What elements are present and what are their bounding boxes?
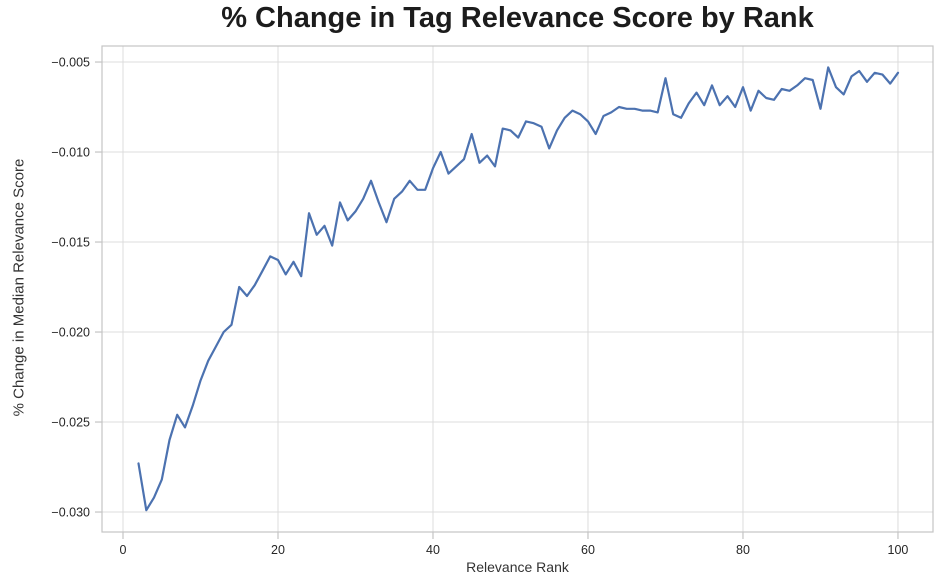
x-tick-label: 20 (271, 543, 285, 557)
relevance-line (137, 66, 900, 512)
y-tick-label: −0.020 (51, 326, 90, 340)
x-tick-label: 0 (120, 543, 127, 557)
axes-frame (101, 45, 934, 533)
x-tick-label: 80 (736, 543, 750, 557)
chart-title: % Change in Tag Relevance Score by Rank (221, 2, 814, 34)
x-tick-label: 100 (888, 543, 909, 557)
x-tick-label: 60 (581, 543, 595, 557)
y-tick-label: −0.010 (51, 146, 90, 160)
x-tick-label: 40 (426, 543, 440, 557)
x-axis-label: Relevance Rank (466, 559, 569, 575)
y-tick-label: −0.005 (51, 56, 90, 70)
y-tick-label: −0.025 (51, 416, 90, 430)
y-tick-label: −0.015 (51, 236, 90, 250)
y-axis-label: % Change in Median Relevance Score (10, 158, 28, 417)
y-tick-label: −0.030 (51, 506, 90, 520)
